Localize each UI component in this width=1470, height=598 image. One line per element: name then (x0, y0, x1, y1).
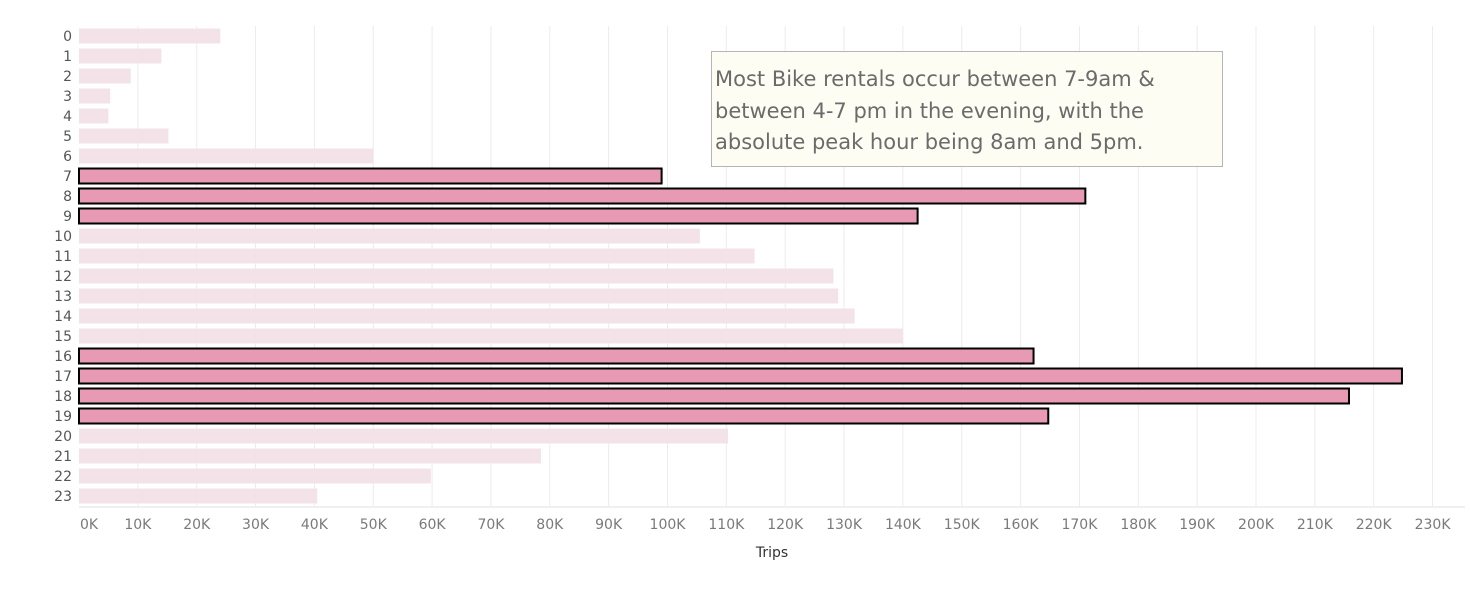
x-axis-title: Trips (755, 545, 788, 561)
x-tick-label: 190K (1179, 517, 1216, 533)
bar-hour-0[interactable] (79, 28, 221, 44)
category-label: 9 (63, 209, 72, 225)
bar-hour-23[interactable] (79, 488, 318, 504)
bar-hour-11[interactable] (79, 248, 755, 264)
category-label: 23 (54, 489, 72, 505)
x-tick-label: 200K (1238, 517, 1275, 533)
bar-hour-22[interactable] (79, 468, 431, 484)
x-tick-label: 120K (767, 517, 804, 533)
x-tick-label: 10K (124, 517, 152, 533)
x-tick-label: 170K (1061, 517, 1098, 533)
category-label: 21 (54, 449, 72, 465)
category-label: 15 (54, 329, 72, 345)
category-label: 6 (63, 149, 72, 165)
x-tick-label: 140K (885, 517, 922, 533)
x-tick-label: 100K (650, 517, 687, 533)
x-tick-label: 20K (183, 517, 211, 533)
bar-hour-17[interactable] (78, 367, 1403, 385)
category-label: 13 (54, 289, 72, 305)
category-label: 3 (63, 89, 72, 105)
bar-hour-16[interactable] (78, 347, 1035, 365)
bar-hour-5[interactable] (79, 128, 169, 144)
x-tick-label: 80K (536, 517, 564, 533)
x-tick-label: 220K (1356, 517, 1393, 533)
bar-hour-8[interactable] (78, 187, 1087, 205)
bar-hour-7[interactable] (78, 167, 663, 185)
bar-hour-2[interactable] (79, 68, 131, 84)
bar-hour-13[interactable] (79, 288, 839, 304)
bar-hour-4[interactable] (79, 108, 109, 124)
x-tick-label: 0K (80, 517, 99, 533)
x-tick-label: 50K (360, 517, 388, 533)
annotation-box: Most Bike rentals occur between 7-9am & … (711, 51, 1223, 167)
category-label: 18 (54, 389, 72, 405)
bar-hour-10[interactable] (79, 228, 700, 244)
bar-hour-9[interactable] (78, 207, 919, 225)
category-label: 12 (54, 269, 72, 285)
x-tick-label: 230K (1415, 517, 1452, 533)
category-label: 8 (63, 189, 72, 205)
bar-hour-1[interactable] (79, 48, 162, 64)
x-tick-label: 160K (1003, 517, 1040, 533)
category-label: 11 (54, 249, 72, 265)
category-label: 14 (54, 309, 72, 325)
bar-hour-14[interactable] (79, 308, 855, 324)
category-label: 1 (63, 49, 72, 65)
x-tick-label: 30K (242, 517, 270, 533)
category-label: 17 (54, 369, 72, 385)
bar-hour-21[interactable] (79, 448, 541, 464)
bar-hour-12[interactable] (79, 268, 834, 284)
x-tick-label: 130K (826, 517, 863, 533)
x-tick-label: 70K (477, 517, 505, 533)
bar-hour-20[interactable] (79, 428, 729, 444)
x-axis-tick-labels: 0K 10K 20K 30K 40K 50K 60K 70K 80K 90K 100K 110K 120… (80, 517, 1451, 533)
category-label: 5 (63, 129, 72, 145)
bar-hour-19[interactable] (78, 407, 1050, 425)
category-label: 16 (54, 349, 72, 365)
bar-hour-3[interactable] (79, 88, 111, 104)
x-tick-label: 40K (301, 517, 329, 533)
x-tick-label: 210K (1297, 517, 1334, 533)
category-label: 0 (63, 29, 72, 45)
x-tick-label: 110K (708, 517, 745, 533)
bar-hour-6[interactable] (79, 148, 374, 164)
x-tick-label: 60K (419, 517, 447, 533)
category-label: 4 (63, 109, 72, 125)
category-label: 22 (54, 469, 72, 485)
category-label: 2 (63, 69, 72, 85)
category-label: 19 (54, 409, 72, 425)
x-tick-label: 180K (1120, 517, 1157, 533)
bar-hour-15[interactable] (79, 328, 903, 344)
category-label: 20 (54, 429, 72, 445)
bar-hour-18[interactable] (78, 387, 1350, 405)
category-label: 10 (54, 229, 72, 245)
bars (78, 28, 1403, 504)
x-tick-label: 90K (595, 517, 623, 533)
category-label: 7 (63, 169, 72, 185)
x-tick-label: 150K (944, 517, 981, 533)
